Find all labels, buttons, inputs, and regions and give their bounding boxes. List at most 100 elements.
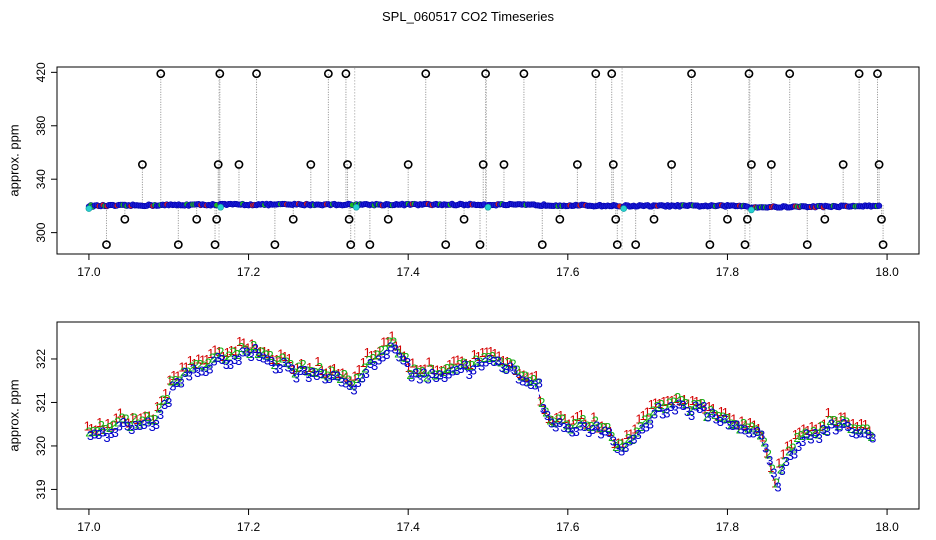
series-3-point: 3 xyxy=(758,427,765,442)
series-1-point: 1 xyxy=(92,422,99,437)
series-1-point: 1 xyxy=(619,435,626,450)
series-3-point: 3 xyxy=(227,357,234,372)
series-1-point: 1 xyxy=(257,344,264,359)
series-3-point: 3 xyxy=(367,356,374,371)
series-1-point: 1 xyxy=(742,417,749,432)
series-1-point: 1 xyxy=(602,420,609,435)
series-3-point: 3 xyxy=(223,357,230,372)
series-2-point: 2 xyxy=(575,416,582,431)
series-2-point: 2 xyxy=(283,355,290,370)
series-1-point: 1 xyxy=(746,415,753,430)
series-2-point: 2 xyxy=(769,462,776,477)
series-1-point: 1 xyxy=(96,415,103,430)
series-1-point: 1 xyxy=(388,328,395,343)
series-1-point: 1 xyxy=(862,417,869,432)
series-2-point: 2 xyxy=(188,360,195,375)
series-2-point: 2 xyxy=(513,362,520,377)
series-2-point: 2 xyxy=(460,355,467,370)
series-3-point: 3 xyxy=(857,426,864,441)
series-2-point: 2 xyxy=(135,417,142,432)
bottom-x-tick-label: 17.2 xyxy=(237,520,261,534)
series-2-point: 2 xyxy=(744,420,751,435)
outlier-point xyxy=(441,240,451,250)
series-1-point: 1 xyxy=(228,343,235,358)
series-3-point: 3 xyxy=(832,422,839,437)
series-2-point: 2 xyxy=(85,424,92,439)
series-3-point: 3 xyxy=(746,426,753,441)
series-2-point: 2 xyxy=(139,413,146,428)
series-3-point: 3 xyxy=(651,407,658,422)
series-2-point: 2 xyxy=(299,357,306,372)
series-1-point: 1 xyxy=(561,411,568,426)
series-3-point: 3 xyxy=(301,363,308,378)
series-2-point: 2 xyxy=(155,400,162,415)
outlier-point xyxy=(878,240,888,250)
series-2-point: 2 xyxy=(682,396,689,411)
series-1-point: 1 xyxy=(236,334,243,349)
series-3-point: 3 xyxy=(268,354,275,369)
series-2-point: 2 xyxy=(287,357,294,372)
series-2-point: 2 xyxy=(275,353,282,368)
series-3-point: 3 xyxy=(511,363,518,378)
series-3-point: 3 xyxy=(264,352,271,367)
series-1-point: 1 xyxy=(854,419,861,434)
outlier-point xyxy=(252,69,261,79)
series-1-point: 1 xyxy=(351,368,358,383)
series-3-point: 3 xyxy=(99,424,106,439)
series-1-point: 1 xyxy=(108,418,115,433)
series-3-point: 3 xyxy=(729,418,736,433)
series-3-point: 3 xyxy=(149,419,156,434)
outlier-point xyxy=(877,214,886,224)
series-3-point: 3 xyxy=(840,416,847,431)
series-1-point: 1 xyxy=(364,345,371,360)
series-3-point: 3 xyxy=(103,430,110,445)
series-1-point: 1 xyxy=(845,417,852,432)
series-1-point: 1 xyxy=(697,396,704,411)
series-2-point: 2 xyxy=(118,411,125,426)
series-1-point: 1 xyxy=(129,410,136,425)
series-2-point: 2 xyxy=(542,405,549,420)
series-1-point: 1 xyxy=(401,348,408,363)
series-1-point: 1 xyxy=(495,349,502,364)
series-1-point: 1 xyxy=(759,429,766,444)
series-line xyxy=(88,345,872,490)
series-3-point: 3 xyxy=(573,424,580,439)
series-3-point: 3 xyxy=(589,422,596,437)
series-2-point: 2 xyxy=(192,357,199,372)
series-1-point: 1 xyxy=(331,361,338,376)
series-2-point: 2 xyxy=(378,343,385,358)
series-3-point: 3 xyxy=(383,347,390,362)
series-1-point: 1 xyxy=(384,334,391,349)
series-1-point: 1 xyxy=(429,362,436,377)
bottom-y-tick-label: 320 xyxy=(34,436,48,456)
series-2-point: 2 xyxy=(229,344,236,359)
series-2-point: 2 xyxy=(419,364,426,379)
series-3-point: 3 xyxy=(659,406,666,421)
series-2-point: 2 xyxy=(839,413,846,428)
series-3-point: 3 xyxy=(235,353,242,368)
series-2-point: 2 xyxy=(563,418,570,433)
series-2-point: 2 xyxy=(324,368,331,383)
series-3-point: 3 xyxy=(412,365,419,380)
series-3-point: 3 xyxy=(128,422,135,437)
series-3-point: 3 xyxy=(157,407,164,422)
series-3-point: 3 xyxy=(671,403,678,418)
series-1-point: 1 xyxy=(281,349,288,364)
top-x-tick-label: 17.6 xyxy=(556,265,580,279)
outlier-point xyxy=(306,160,316,169)
series-1-point: 1 xyxy=(866,424,873,439)
series-1-point: 1 xyxy=(166,372,173,387)
series-1-point: 1 xyxy=(788,436,795,451)
series-1-point: 1 xyxy=(499,353,506,368)
series-2-point: 2 xyxy=(732,417,739,432)
outlier-point xyxy=(705,240,715,250)
series-3-point: 3 xyxy=(136,418,143,433)
series-3-point: 3 xyxy=(606,425,613,440)
series-3-point: 3 xyxy=(177,376,184,391)
series-1-point: 1 xyxy=(207,346,214,361)
outlier-point xyxy=(723,214,732,224)
series-2-point: 2 xyxy=(793,430,800,445)
series-2-point: 2 xyxy=(394,345,401,360)
series-3-point: 3 xyxy=(610,433,617,448)
